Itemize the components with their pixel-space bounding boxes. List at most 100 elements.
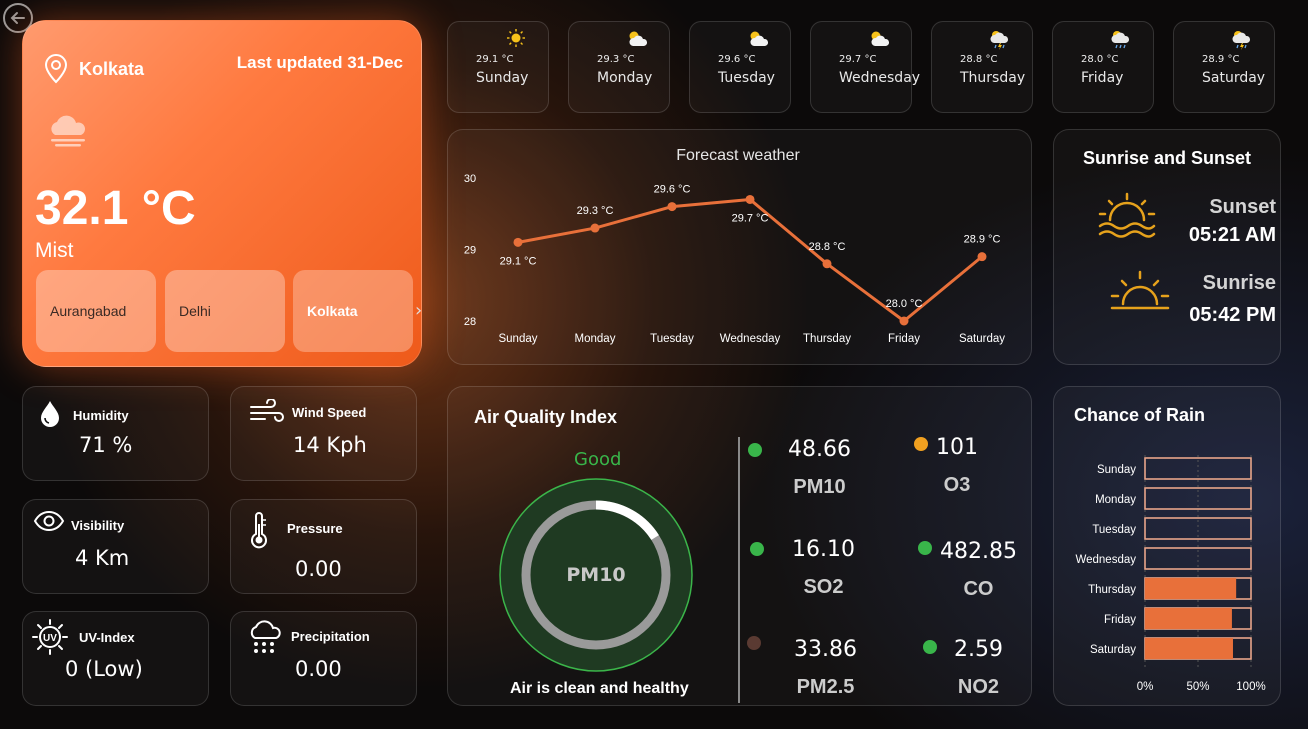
y-tick-label: 29 [464,245,476,257]
sun-icon [507,29,525,47]
city-button-kolkata[interactable]: Kolkata [293,270,413,352]
pollutant-name: CO [963,578,994,600]
partly-cloudy-icon [871,31,889,46]
day-temp: 28.0 °C [1081,54,1119,65]
location-pin-icon [44,53,68,84]
visibility-label: Visibility [71,518,125,533]
sun-shower-icon [1111,31,1130,49]
pressure-card: Pressure 0.00 [230,499,417,594]
humidity-label: Humidity [73,408,129,423]
chevron-right-icon[interactable]: › [415,300,423,321]
mist-icon [47,113,89,153]
aqi-divider [738,437,740,703]
chart-title: Forecast weather [676,147,800,164]
data-label: 28.0 °C [886,298,923,310]
wind-speed-value: 14 Kph [293,433,367,457]
day-temp: 29.6 °C [718,54,756,65]
day-name: Monday [597,70,653,86]
data-label: 29.6 °C [654,184,691,196]
sunrise-sunset-card: Sunrise and Sunset Sunset 05:21 AM Sunri… [1053,129,1281,365]
pollutant-value: 482.85 [940,539,1017,564]
city-button-aurangabad[interactable]: Aurangabad [36,270,156,352]
pollutant-status-dot [747,636,761,650]
sunrise-icon [1110,270,1170,310]
sun-title: Sunrise and Sunset [1082,148,1252,168]
arrow-left-icon [10,12,25,24]
rain-day-label: Sunday [1097,464,1136,476]
rain-day-label: Monday [1095,494,1136,506]
rain-chart: Sunday Monday Tuesday Wednesday Thursday Frid… [1075,455,1266,693]
pollutant-o3: 101 O3 [936,435,978,497]
location: Kolkata [41,53,144,85]
current-temperature: 32.1 °C [35,182,196,235]
pollutant-status-dot [750,542,764,556]
aqi-gauge-fill [595,500,659,541]
sunset-icon [1098,192,1156,238]
pollutant-so2: 16.10 SO2 [792,537,855,599]
day-temp: 29.1 °C [476,54,514,65]
uv-index-card: UV UV-Index 0 (Low) [22,611,209,706]
pollutant-name: NO2 [957,676,1000,698]
sunset-label: Sunset [1209,196,1276,218]
pressure-label: Pressure [287,521,343,536]
rain-bar-track [1144,517,1252,540]
day-card-monday[interactable]: 29.3 °C Monday [568,21,670,113]
wind-icon [250,399,284,422]
day-card-thursday[interactable]: 28.8 °C Thursday [931,21,1033,113]
pollutant-status-dot [918,541,932,555]
humidity-value: 71 % [79,433,133,457]
sunrise-label: Sunrise [1202,272,1276,294]
pollutant-co: 482.85 CO [940,539,1017,601]
data-point [745,194,755,204]
day-temp: 29.3 °C [597,54,635,65]
data-point [667,202,677,212]
x-tick-label: 100% [1236,681,1265,693]
rain-day-label: Thursday [1088,584,1136,596]
back-button[interactable] [3,3,33,33]
day-card-friday[interactable]: 28.0 °C Friday [1052,21,1154,113]
pollutant-pm10: 48.66 PM10 [788,437,851,499]
rain-bar [1145,578,1237,599]
pollutant-value: 2.59 [954,637,1003,662]
pollutant-value: 101 [936,435,978,460]
data-label: 29.3 °C [577,205,614,217]
pollutant-name: O3 [943,474,971,496]
city-button-delhi[interactable]: Delhi [165,270,285,352]
data-point [899,316,909,326]
pollutant-status-dot [923,640,937,654]
data-point [590,223,600,233]
precipitation-card: Precipitation 0.00 [230,611,417,706]
data-label: 29.1 °C [500,255,537,267]
day-card-tuesday[interactable]: 29.6 °C Tuesday [689,21,791,113]
rain-cloud-icon [250,620,281,653]
x-tick-label: Friday [888,333,920,345]
visibility-card: Visibility 4 Km [22,499,209,594]
location-name: Kolkata [79,58,145,79]
day-temp: 28.9 °C [1202,54,1240,65]
rain-bar-track [1144,457,1252,480]
precipitation-label: Precipitation [291,629,370,644]
day-temp: 29.7 °C [839,54,877,65]
sunrise-time: 05:42 PM [1189,304,1276,326]
uv-icon: UV [32,619,68,655]
visibility-value: 4 Km [75,546,130,570]
aqi-status: Good [574,449,622,470]
day-card-saturday[interactable]: 28.9 °C Saturday [1173,21,1275,113]
partly-cloudy-icon [629,31,647,46]
pollutant-status-dot [748,443,762,457]
partly-cloudy-icon [750,31,768,46]
thunder-shower-icon [990,31,1009,50]
day-card-wednesday[interactable]: 29.7 °C Wednesday [810,21,920,113]
weather-condition: Mist [35,239,74,262]
pollutant-value: 16.10 [792,537,855,562]
pollutant-name: PM2.5 [796,676,855,698]
pollutant-name: SO2 [803,576,844,598]
day-card-sunday[interactable]: 29.1 °C Sunday [447,21,549,113]
rain-bar [1145,638,1233,659]
aqi-gauge-label: PM10 [566,564,625,586]
day-name: Tuesday [718,70,775,86]
wind-speed-label: Wind Speed [292,405,367,420]
wind-speed-card: Wind Speed 14 Kph [230,386,417,481]
thermometer-icon [251,512,267,549]
rain-bar [1145,608,1232,629]
